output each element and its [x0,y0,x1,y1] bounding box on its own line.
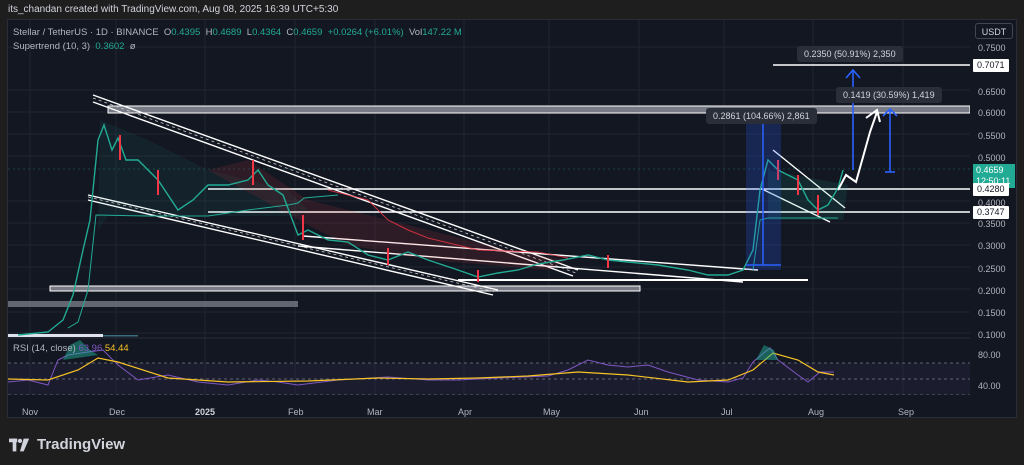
supertrend-value: 0.3602 [95,41,125,52]
chart-credit: its_chandan created with TradingView.com… [8,4,339,15]
supertrend-label[interactable]: Supertrend (10, 3) [13,41,91,52]
price-label: 0.3500 [978,219,1006,229]
rsi-ma-value: 54.44 [104,343,129,354]
x-label-feb: Feb [288,407,304,417]
price-chart[interactable] [8,20,970,395]
measure-label-1: 0.2350 (50.91%) 2,350 [797,46,903,62]
current-price: 0.4659 [976,165,1004,175]
x-label-dec: Dec [109,407,126,417]
price-label: 0.3000 [978,241,1006,251]
rsi-axis-label: 40.00 [978,381,1001,391]
price-label: 0.5500 [978,131,1006,141]
brand-name: TradingView [37,436,126,453]
x-label-aug: Aug [808,407,825,417]
rsi-label[interactable]: RSI (14, close) [13,343,76,354]
level-tag-0.4280: 0.4280 [973,183,1009,196]
hide-indicator-icon[interactable]: ø [129,41,136,52]
price-label: 0.7500 [978,43,1006,53]
x-label-may: May [543,407,561,417]
x-label-jun: Jun [634,407,649,417]
high-value: 0.4689 [212,27,242,38]
low-value: 0.4364 [252,27,282,38]
level-tag-0.7071: 0.7071 [973,59,1009,72]
open-value: 0.4395 [171,27,201,38]
close-value: 0.4659 [293,27,323,38]
symbol-label[interactable]: Stellar / TetherUS · 1D · BINANCE [13,27,159,38]
price-label: 0.6000 [978,108,1006,118]
x-label-2025: 2025 [195,407,216,417]
x-label-jul: Jul [721,407,733,417]
x-label-nov: Nov [22,407,39,417]
chart-legend: Stellar / TetherUS · 1D · BINANCE O0.439… [13,27,462,52]
price-label: 0.2000 [978,286,1006,296]
chart-frame [7,19,1017,418]
currency-unit-button[interactable]: USDT [975,23,1013,39]
price-label: 0.5000 [978,153,1006,163]
measure-label-2: 0.1419 (30.59%) 1,419 [836,87,942,103]
rsi-axis-label: 80.00 [978,350,1001,360]
change-value: +0.0264 (+6.01%) [327,27,404,38]
x-label-sep: Sep [898,407,915,417]
rsi-legend: RSI (14, close) 63.96 54.44 [13,343,129,354]
x-label-apr: Apr [458,407,473,417]
price-label: 0.1500 [978,308,1006,318]
price-label: 0.6500 [978,87,1006,97]
rsi-value: 63.96 [78,343,103,354]
price-label: 0.4000 [978,198,1006,208]
level-tag-0.3747: 0.3747 [973,206,1009,219]
price-label: 0.1000 [978,330,1006,340]
volume-value: 147.22 M [422,27,462,38]
price-label: 0.2500 [978,264,1006,274]
bar-countdown: 12:50:11 [976,176,1011,186]
tradingview-brand: TradingView [9,436,125,453]
tradingview-logo-icon [9,438,30,451]
measure-label-3: 0.2861 (104.66%) 2,861 [706,108,817,124]
x-label-mar: Mar [367,407,383,417]
